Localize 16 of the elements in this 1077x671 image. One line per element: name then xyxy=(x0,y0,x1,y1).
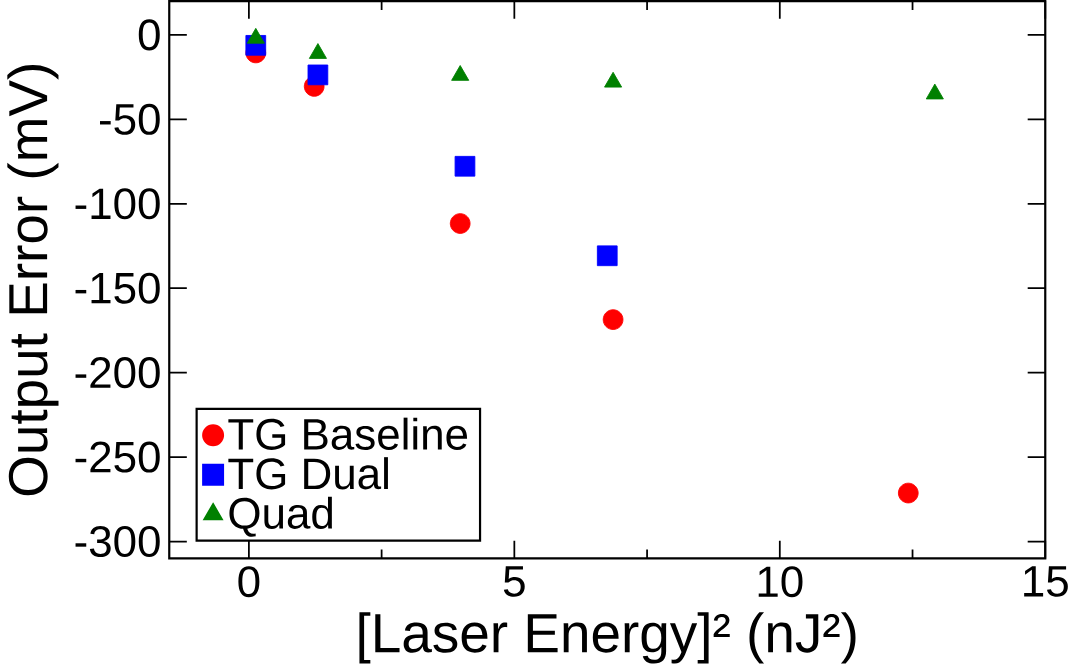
y-tick-label: -50 xyxy=(99,103,160,135)
x-axis-title: [Laser Energy]² (nJ²) xyxy=(359,612,856,664)
x-tick-label: 10 xyxy=(758,566,803,598)
y-tick-label: -200 xyxy=(75,357,160,389)
y-axis-title: Output Error (mV) xyxy=(7,65,59,496)
x-tick-label: 5 xyxy=(503,566,525,597)
legend-label: TG Baseline xyxy=(228,417,468,450)
legend-label: TG Dual xyxy=(228,457,388,490)
x-tick-label: 15 xyxy=(1024,566,1068,597)
y-tick-label: 0 xyxy=(138,19,160,51)
y-tick-label: -100 xyxy=(75,188,160,220)
x-tick-label: 0 xyxy=(238,566,260,598)
y-tick-label: -150 xyxy=(75,272,160,304)
y-tick-label: -300 xyxy=(75,526,160,558)
legend-label: Quad xyxy=(229,496,332,537)
y-tick-label: -250 xyxy=(75,441,160,473)
